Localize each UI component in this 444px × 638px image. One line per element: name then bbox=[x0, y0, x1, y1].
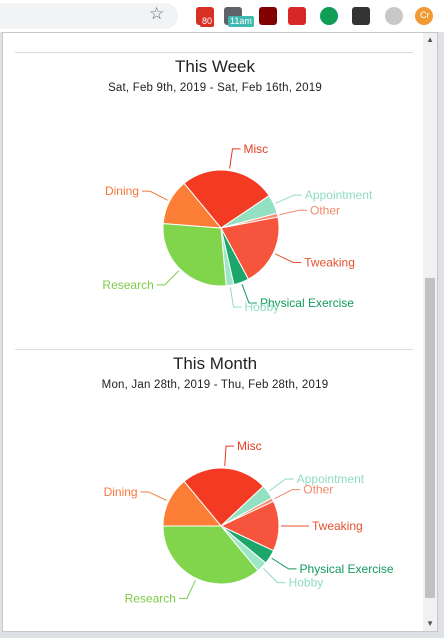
month-label-research: Research bbox=[125, 591, 176, 605]
week-title: This Week bbox=[175, 57, 255, 76]
week-leader-research bbox=[156, 270, 180, 286]
hangouts-extension-icon[interactable] bbox=[320, 7, 338, 25]
glasses-extension-icon[interactable] bbox=[352, 7, 370, 25]
week-slice-research bbox=[162, 222, 227, 287]
circle-extension-icon[interactable] bbox=[385, 7, 403, 25]
week-label-appointment: Appointment bbox=[305, 188, 373, 202]
calendar-extension-badge: 11am bbox=[228, 16, 254, 27]
week-label-misc: Misc bbox=[244, 142, 269, 156]
month-label-physical-exercise: Physical Exercise bbox=[300, 562, 394, 576]
week-leader-tweaking bbox=[274, 253, 302, 263]
month-leader-other bbox=[274, 489, 301, 500]
scroll-up-icon[interactable]: ▲ bbox=[426, 35, 434, 44]
week-leader-other bbox=[279, 209, 308, 216]
month-slice-dining bbox=[162, 480, 223, 527]
profile-extension-icon[interactable] bbox=[415, 7, 433, 25]
week-label-physical-exercise: Physical Exercise bbox=[260, 296, 354, 310]
month-label-hobby: Hobby bbox=[289, 576, 324, 590]
scrollbar-thumb[interactable] bbox=[425, 278, 435, 598]
month-leader-research bbox=[178, 580, 196, 599]
month-leader-physical-exercise bbox=[271, 557, 297, 570]
scrollbar[interactable]: ▲ ▼ bbox=[423, 33, 437, 631]
gmail-extension-badge: 80 bbox=[200, 16, 215, 27]
week-label-hobby: Hobby bbox=[244, 300, 279, 314]
s-extension-icon[interactable] bbox=[288, 7, 306, 25]
month-date-range: Mon, Jan 28th, 2019 - Thu, Feb 28th, 201… bbox=[101, 379, 329, 391]
section-divider bbox=[15, 349, 413, 350]
ublock-extension-icon[interactable] bbox=[259, 7, 277, 25]
week-leader-appointment bbox=[275, 194, 302, 204]
bookmark-star-icon[interactable]: ☆ bbox=[149, 4, 165, 23]
week-leader-dining bbox=[141, 190, 168, 201]
week-leader-hobby bbox=[229, 287, 242, 308]
month-slice-misc bbox=[183, 467, 264, 527]
month-label-appointment: Appointment bbox=[297, 472, 365, 486]
top-divider bbox=[15, 52, 413, 53]
month-slice-tweaking bbox=[219, 500, 280, 552]
week-label-other: Other bbox=[310, 203, 340, 217]
week-date-range: Sat, Feb 9th, 2019 - Sat, Feb 16th, 2019 bbox=[108, 82, 322, 94]
month-slice-research bbox=[162, 525, 259, 585]
month-label-other: Other bbox=[303, 483, 333, 497]
week-leader-physical-exercise bbox=[241, 284, 257, 304]
profile-initials: Cr bbox=[420, 10, 430, 20]
month-label-tweaking: Tweaking bbox=[312, 519, 363, 533]
week-slice-misc bbox=[183, 169, 270, 229]
month-label-dining: Dining bbox=[104, 485, 138, 499]
month-title: This Month bbox=[172, 354, 258, 373]
month-leader-hobby bbox=[263, 568, 286, 584]
month-leader-dining bbox=[140, 491, 167, 501]
month-label-misc: Misc bbox=[237, 439, 262, 453]
month-leader-appointment bbox=[269, 478, 294, 492]
week-label-tweaking: Tweaking bbox=[304, 255, 355, 269]
week-leader-misc bbox=[229, 148, 241, 169]
browser-toolbar: ☆ 80 11am Cr bbox=[0, 0, 444, 32]
week-slice-tweaking bbox=[220, 216, 280, 280]
month-leader-misc bbox=[224, 445, 235, 467]
week-slice-dining bbox=[162, 182, 223, 229]
extension-popup: This Week Sat, Feb 9th, 2019 - Sat, Feb … bbox=[2, 32, 438, 632]
address-bar[interactable] bbox=[0, 3, 178, 29]
week-label-research: Research bbox=[102, 278, 153, 292]
week-label-dining: Dining bbox=[105, 184, 139, 198]
scroll-down-icon[interactable]: ▼ bbox=[426, 619, 434, 628]
